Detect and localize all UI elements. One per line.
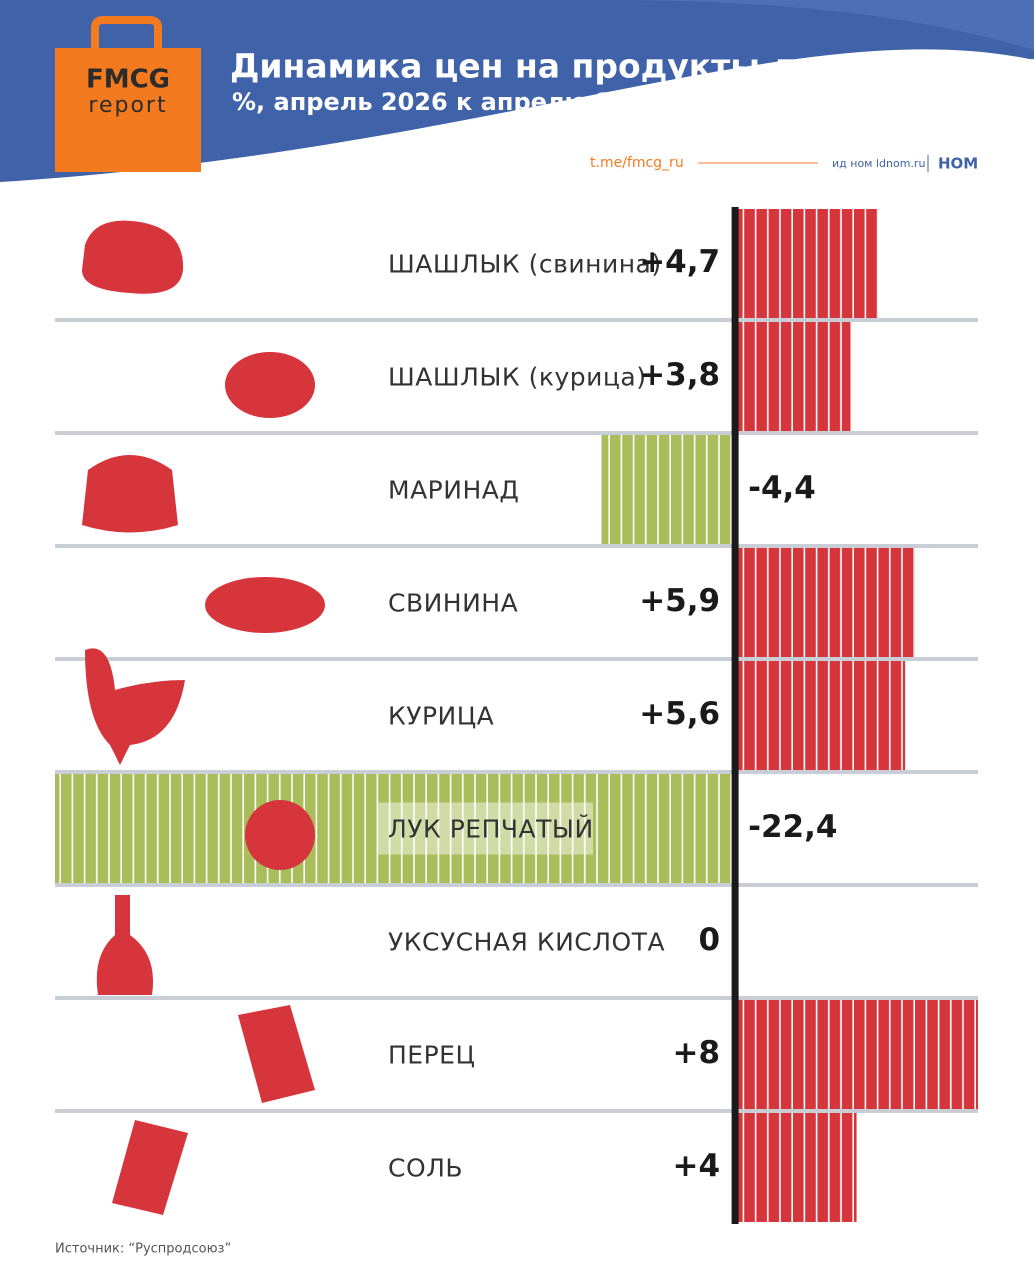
chicken-leg-icon bbox=[225, 352, 315, 418]
pig-icon bbox=[205, 577, 325, 633]
category-label: МАРИНАД bbox=[388, 476, 519, 505]
bar-stripes bbox=[735, 661, 906, 770]
pepper-icon bbox=[238, 1005, 315, 1103]
bottle-icon bbox=[96, 895, 154, 995]
icons bbox=[82, 220, 325, 1215]
logo: FMCG report bbox=[55, 16, 201, 172]
value-label: 0 bbox=[699, 922, 721, 958]
value-label: +5,9 bbox=[639, 583, 720, 619]
category-label: УКСУСНАЯ КИСЛОТА bbox=[388, 928, 665, 957]
value-label: +8 bbox=[673, 1035, 721, 1071]
value-label: -22,4 bbox=[748, 809, 837, 845]
onion-icon bbox=[245, 800, 315, 870]
telegram-link[interactable]: t.me/fmcg_ru bbox=[590, 155, 684, 171]
bar-stripes bbox=[735, 209, 878, 318]
bar-stripes bbox=[735, 1000, 978, 1109]
category-label: ШАШЛЫК (курица) bbox=[388, 363, 646, 392]
steak-icon bbox=[82, 220, 184, 294]
bar-stripes bbox=[735, 322, 851, 431]
category-label: КУРИЦА bbox=[388, 702, 494, 731]
label-background bbox=[377, 802, 593, 855]
value-label: +4,7 bbox=[639, 244, 720, 280]
source: Источник: “Руспродсоюз” bbox=[55, 1242, 231, 1257]
bar-stripes bbox=[735, 548, 915, 657]
logo-top: FMCG bbox=[86, 65, 170, 95]
hen-icon bbox=[85, 648, 185, 765]
brand: НОМ bbox=[938, 155, 978, 173]
chart-subtitle: %, апрель 2026 к апрелю 2025 bbox=[232, 88, 663, 116]
category-label: ЛУК РЕПЧАТЫЙ bbox=[388, 815, 594, 844]
bag-icon bbox=[82, 455, 178, 533]
bar-stripes bbox=[601, 435, 736, 544]
bar-stripes bbox=[735, 1113, 857, 1222]
category-label: ШАШЛЫК (свинина) bbox=[388, 250, 662, 279]
header-background bbox=[0, 0, 1034, 182]
logo-bottom: report bbox=[88, 93, 167, 118]
chart-title: Динамика цен на продукты для шашлыка bbox=[230, 47, 1034, 86]
bar-stripes bbox=[55, 774, 736, 883]
salt-icon bbox=[112, 1120, 188, 1215]
header-accent bbox=[600, 0, 1034, 50]
value-label: +5,6 bbox=[639, 696, 720, 732]
publisher: ид ном ldnom.ru bbox=[832, 157, 925, 170]
category-label: СОЛЬ bbox=[388, 1154, 463, 1183]
category-label: ПЕРЕЦ bbox=[388, 1041, 475, 1070]
value-label: -4,4 bbox=[748, 470, 816, 506]
category-label: СВИНИНА bbox=[388, 589, 518, 618]
value-label: +3,8 bbox=[639, 357, 720, 393]
value-label: +4 bbox=[673, 1148, 721, 1184]
